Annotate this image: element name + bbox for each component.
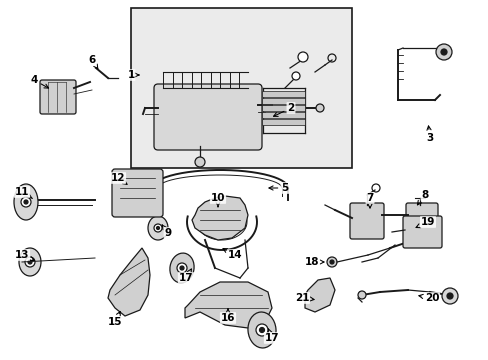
FancyBboxPatch shape	[112, 169, 163, 217]
Circle shape	[329, 260, 333, 264]
FancyBboxPatch shape	[262, 112, 305, 118]
Ellipse shape	[19, 248, 41, 276]
FancyBboxPatch shape	[405, 203, 437, 237]
Circle shape	[154, 224, 162, 232]
Text: 3: 3	[426, 126, 433, 143]
Bar	[131, 8, 351, 168]
Circle shape	[24, 200, 28, 204]
Ellipse shape	[148, 216, 168, 240]
Polygon shape	[192, 196, 247, 240]
Circle shape	[195, 157, 204, 167]
Circle shape	[21, 197, 31, 207]
Text: 13: 13	[15, 250, 34, 261]
Polygon shape	[305, 278, 334, 312]
Text: 2: 2	[273, 103, 294, 116]
Circle shape	[28, 260, 32, 264]
Text: 10: 10	[210, 193, 225, 207]
Circle shape	[156, 226, 159, 230]
Text: 14: 14	[223, 248, 242, 260]
Text: 5: 5	[268, 183, 288, 193]
Text: 18: 18	[304, 257, 324, 267]
Circle shape	[326, 257, 336, 267]
Circle shape	[435, 44, 451, 60]
Circle shape	[440, 49, 446, 55]
Circle shape	[357, 291, 365, 299]
Circle shape	[441, 288, 457, 304]
Ellipse shape	[169, 253, 194, 283]
FancyBboxPatch shape	[349, 203, 383, 239]
FancyBboxPatch shape	[262, 91, 305, 98]
Text: 21: 21	[294, 293, 313, 303]
Text: 17: 17	[264, 329, 279, 343]
Text: 4: 4	[30, 75, 48, 88]
Circle shape	[291, 72, 299, 80]
FancyBboxPatch shape	[402, 216, 441, 248]
Text: 7: 7	[366, 193, 373, 208]
FancyBboxPatch shape	[262, 120, 305, 126]
Text: 17: 17	[178, 269, 193, 283]
Circle shape	[259, 328, 264, 333]
Polygon shape	[184, 282, 271, 328]
Circle shape	[446, 293, 452, 299]
Circle shape	[180, 266, 183, 270]
Ellipse shape	[247, 312, 275, 348]
Circle shape	[256, 324, 267, 336]
Text: 16: 16	[220, 309, 235, 323]
FancyBboxPatch shape	[262, 99, 305, 104]
FancyBboxPatch shape	[262, 105, 305, 112]
FancyBboxPatch shape	[154, 84, 262, 150]
Circle shape	[297, 52, 307, 62]
Text: 1: 1	[127, 70, 139, 80]
Text: 6: 6	[88, 55, 98, 69]
Circle shape	[177, 263, 186, 273]
Text: 12: 12	[110, 173, 127, 184]
Text: 8: 8	[417, 190, 428, 205]
Text: 15: 15	[107, 311, 122, 327]
Polygon shape	[108, 248, 150, 316]
Text: 19: 19	[415, 217, 434, 228]
Ellipse shape	[14, 184, 38, 220]
Circle shape	[315, 104, 324, 112]
Text: 11: 11	[15, 187, 32, 198]
Text: 9: 9	[162, 225, 171, 238]
Circle shape	[25, 257, 35, 267]
FancyBboxPatch shape	[40, 80, 76, 114]
Text: 20: 20	[418, 293, 438, 303]
